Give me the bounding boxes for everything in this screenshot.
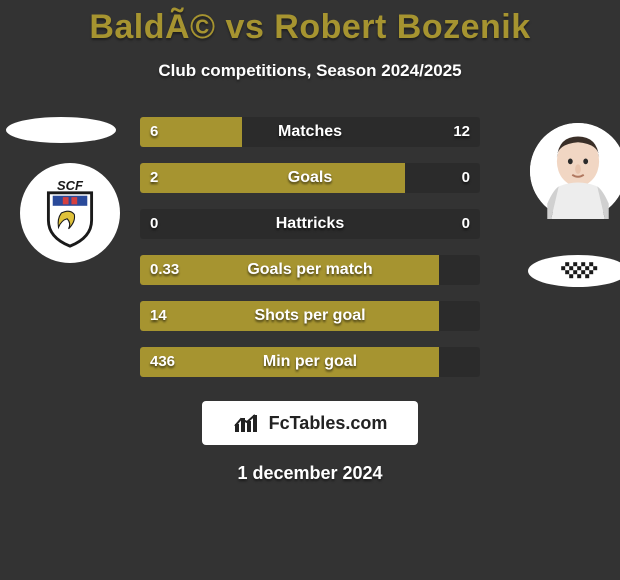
stat-row: 00Hattricks — [140, 209, 480, 239]
stat-label: Goals — [140, 163, 480, 193]
club-badge-icon: SCF — [34, 177, 106, 249]
page-subtitle: Club competitions, Season 2024/2025 — [0, 61, 620, 81]
date-label: 1 december 2024 — [0, 463, 620, 484]
branding-chart-icon — [233, 412, 263, 434]
stat-row: 612Matches — [140, 117, 480, 147]
stat-label: Min per goal — [140, 347, 480, 377]
stat-bars: 612Matches 20Goals 00Hattricks 0.33Goals pe… — [140, 117, 480, 393]
player-right-avatar — [530, 123, 620, 219]
svg-text:SCF: SCF — [57, 178, 84, 193]
branding-text: FcTables.com — [269, 413, 388, 434]
stat-label: Hattricks — [140, 209, 480, 239]
stat-label: Matches — [140, 117, 480, 147]
stat-row: 436Min per goal — [140, 347, 480, 377]
page-title: BaldÃ© vs Robert Bozenik — [0, 0, 620, 47]
stat-row: 0.33Goals per match — [140, 255, 480, 285]
stat-row: 20Goals — [140, 163, 480, 193]
player-left-club-badge: SCF — [20, 163, 120, 263]
stat-label: Goals per match — [140, 255, 480, 285]
comparison-arena: SCF 612Matches 20Goals 00Hattricks 0.33Goal… — [0, 109, 620, 399]
player-face-icon — [530, 123, 620, 219]
club-badge-icon — [538, 259, 618, 283]
player-right-club-badge — [528, 255, 620, 287]
branding-badge: FcTables.com — [202, 401, 418, 445]
player-left-avatar — [6, 117, 116, 143]
stat-row: 14Shots per goal — [140, 301, 480, 331]
stat-label: Shots per goal — [140, 301, 480, 331]
